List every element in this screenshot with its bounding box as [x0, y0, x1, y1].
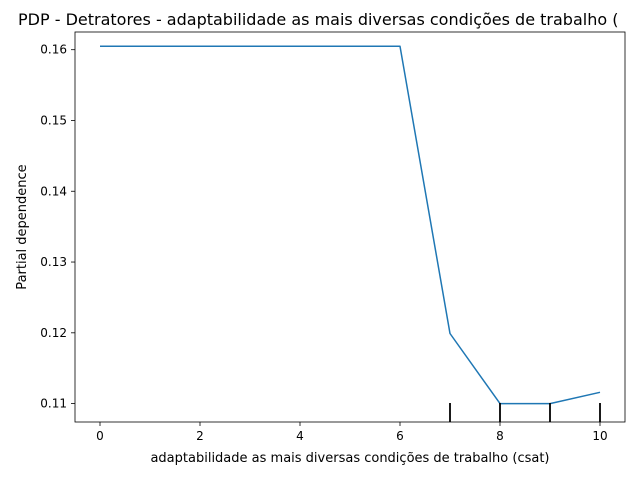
- y-tick-label-5: 0.16: [40, 43, 67, 57]
- x-tick-label-2: 4: [296, 429, 304, 443]
- x-tick-label-5: 10: [592, 429, 607, 443]
- plot-area: [100, 45, 601, 422]
- x-tick-label-0: 0: [96, 429, 104, 443]
- chart-title: PDP - Detratores - adaptabilidade as mai…: [18, 10, 618, 29]
- x-tick-label-3: 6: [396, 429, 404, 443]
- axes: 0 2 4 6 8 10 0.11 0.12 0.13 0.14 0.15 0.16: [40, 31, 626, 443]
- y-axis-label: Partial dependence: [15, 164, 30, 289]
- x-axis-label: adaptabilidade as mais diversas condiçõe…: [150, 451, 549, 466]
- series-line-0: [100, 45, 601, 405]
- y-tick-label-3: 0.14: [40, 184, 67, 198]
- y-tick-label-4: 0.15: [40, 113, 67, 127]
- y-tick-label-2: 0.13: [40, 255, 67, 269]
- x-tick-label-4: 8: [496, 429, 504, 443]
- y-tick-label-0: 0.11: [40, 397, 67, 411]
- y-tick-label-1: 0.12: [40, 326, 67, 340]
- axes-frame: [74, 31, 626, 423]
- x-tick-label-1: 2: [196, 429, 204, 443]
